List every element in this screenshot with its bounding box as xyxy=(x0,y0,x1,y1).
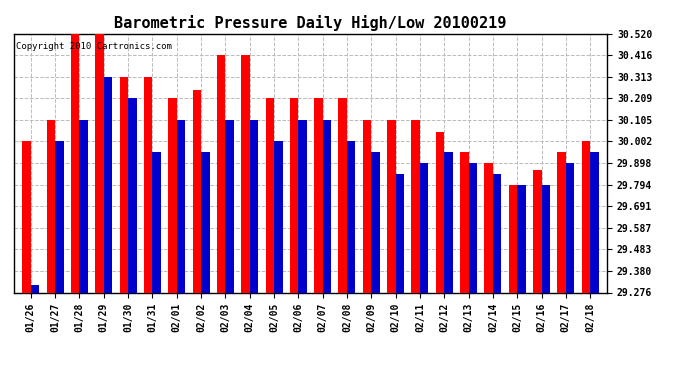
Bar xyxy=(387,120,395,292)
Bar xyxy=(339,99,347,292)
Bar xyxy=(395,174,404,292)
Bar xyxy=(47,120,55,292)
Bar xyxy=(493,174,502,292)
Bar xyxy=(323,120,331,292)
Bar xyxy=(31,285,39,292)
Text: Copyright 2010 Cartronics.com: Copyright 2010 Cartronics.com xyxy=(16,42,171,51)
Bar xyxy=(177,120,185,292)
Bar xyxy=(518,185,526,292)
Bar xyxy=(371,152,380,292)
Bar xyxy=(469,163,477,292)
Bar xyxy=(119,77,128,292)
Bar xyxy=(168,99,177,292)
Bar xyxy=(152,152,161,292)
Bar xyxy=(298,120,307,292)
Bar xyxy=(95,34,104,292)
Bar xyxy=(566,163,574,292)
Bar xyxy=(71,34,79,292)
Bar xyxy=(104,77,112,292)
Bar xyxy=(266,99,274,292)
Bar xyxy=(590,152,599,292)
Bar xyxy=(411,120,420,292)
Bar xyxy=(509,185,518,292)
Bar xyxy=(226,120,234,292)
Bar xyxy=(193,90,201,292)
Bar xyxy=(241,56,250,292)
Bar xyxy=(128,99,137,292)
Bar xyxy=(22,141,31,292)
Bar xyxy=(582,141,590,292)
Bar xyxy=(460,152,469,292)
Bar xyxy=(420,163,428,292)
Bar xyxy=(347,141,355,292)
Bar xyxy=(201,152,210,292)
Bar xyxy=(274,141,282,292)
Bar xyxy=(290,99,298,292)
Title: Barometric Pressure Daily High/Low 20100219: Barometric Pressure Daily High/Low 20100… xyxy=(115,15,506,31)
Bar xyxy=(217,56,226,292)
Bar xyxy=(542,185,550,292)
Bar xyxy=(533,170,542,292)
Bar xyxy=(444,152,453,292)
Bar xyxy=(314,99,323,292)
Bar xyxy=(144,77,152,292)
Bar xyxy=(484,163,493,292)
Bar xyxy=(250,120,258,292)
Bar xyxy=(55,141,63,292)
Bar xyxy=(79,120,88,292)
Bar xyxy=(363,120,371,292)
Bar xyxy=(558,152,566,292)
Bar xyxy=(436,132,444,292)
